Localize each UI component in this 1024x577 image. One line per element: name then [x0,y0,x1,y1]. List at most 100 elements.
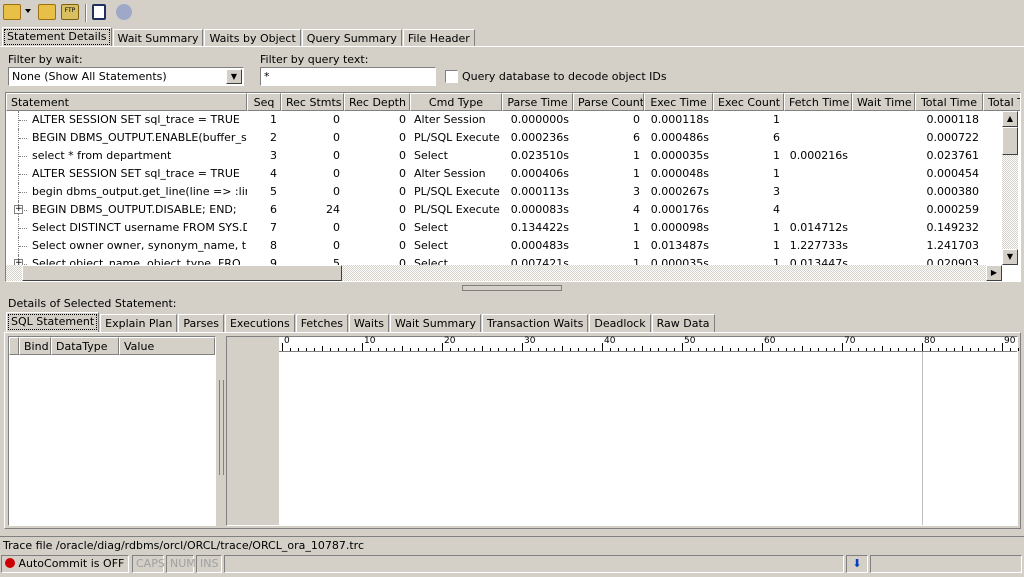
detail-tab-executions[interactable]: Executions [224,314,295,332]
notepad-icon[interactable] [92,4,106,20]
ruler-label: 90 [1004,336,1016,346]
ruler-tick [562,346,563,351]
open-folder-icon[interactable] [3,4,21,20]
cell [784,183,852,201]
bind-column-header[interactable]: DataType [51,337,119,355]
cell: Select [414,239,448,252]
scroll-down-icon[interactable]: ▼ [1002,249,1018,265]
cell: 0.000035s [650,149,709,162]
tab-file-header[interactable]: File Header [402,29,475,47]
ftp-icon[interactable]: FTP [61,4,79,20]
decode-checkbox[interactable] [445,70,458,83]
scroll-up-icon[interactable]: ▲ [1002,111,1018,127]
table-row[interactable]: Select owner owner, synonym_name, t... 8 0… [6,237,1002,255]
detail-tab-explain-plan[interactable]: Explain Plan [100,314,178,332]
ruler-tick [498,348,499,351]
gears-icon[interactable] [116,4,132,20]
filter-wait-select[interactable]: None (Show All Statements) ▼ [8,67,244,86]
cell: 0 [399,131,406,144]
bind-column-header[interactable]: Bind [19,337,51,355]
ruler-tick [1002,343,1003,351]
column-header[interactable]: Total T [983,93,1020,111]
cell: 2 [270,131,277,144]
detail-tab-parses[interactable]: Parses [178,314,224,332]
column-header[interactable]: Wait Time [852,93,915,111]
ruler-tick [626,348,627,351]
status-message [224,555,844,573]
bind-row-header [9,337,19,355]
cell: ALTER SESSION SET sql_trace = TRUE [32,167,240,180]
cell: 1 [633,221,640,234]
ruler-tick [930,348,931,351]
panel-splitter[interactable] [219,380,224,475]
ruler-tick [346,348,347,351]
table-row[interactable]: ALTER SESSION SET sql_trace = TRUE 4 0 0 Alt… [6,165,1002,183]
bind-column-header[interactable]: Value [119,337,215,355]
ruler-tick [458,348,459,351]
ruler-tick [362,343,363,351]
column-header[interactable]: Statement [6,93,247,111]
column-header[interactable]: Parse Time [502,93,573,111]
tab-waits-by-object[interactable]: Waits by Object [204,29,301,47]
scroll-thumb[interactable] [22,265,342,281]
ruler-label: 70 [844,336,856,346]
ruler-tick [866,348,867,351]
ruler-tick [418,348,419,351]
tab-statement-details[interactable]: Statement Details [2,27,112,47]
splitter-handle[interactable] [462,285,562,291]
detail-tab-deadlock[interactable]: Deadlock [589,314,651,332]
column-header[interactable]: Rec Depth [344,93,410,111]
column-header[interactable]: Parse Count [573,93,644,111]
scroll-right-icon[interactable]: ▶ [986,265,1002,281]
scroll-thumb[interactable] [1002,127,1018,155]
cell [784,129,852,147]
sql-editor[interactable]: 0 10 20 30 40 50 60 70 80 90 [226,336,1019,526]
tab-query-summary[interactable]: Query Summary [301,29,402,47]
detail-tab-raw-data[interactable]: Raw Data [651,314,715,332]
expand-icon[interactable]: + [14,204,23,214]
ruler-tick [914,348,915,351]
cell: 1 [633,257,640,270]
details-label: Details of Selected Statement: [8,297,177,310]
column-header[interactable]: Rec Stmts [281,93,344,111]
table-row[interactable]: begin dbms_output.get_line(line => :line… [6,183,1002,201]
tab-wait-summary[interactable]: Wait Summary [112,29,204,47]
filter-query-input[interactable]: * [260,67,436,86]
table-row[interactable]: Select DISTINCT username FROM SYS.D... 7 0… [6,219,1002,237]
cell: 0.000048s [650,167,709,180]
column-header[interactable]: Cmd Type [410,93,502,111]
table-row[interactable]: select * from department 3 0 0 Select 0.02351… [6,147,1002,165]
tree-line [18,237,19,255]
table-row[interactable]: ALTER SESSION SET sql_trace = TRUE 1 0 0 Alt… [6,111,1002,129]
chevron-down-icon[interactable]: ▼ [226,69,242,84]
cell: 1 [633,149,640,162]
cell: Select owner owner, synonym_name, t... [32,239,247,252]
column-header[interactable]: Fetch Time [784,93,852,111]
autocommit-status[interactable]: AutoCommit is OFF [1,555,129,573]
table-row[interactable]: BEGIN DBMS_OUTPUT.ENABLE(buffer_si... 2 0 0… [6,129,1002,147]
detail-tab-fetches[interactable]: Fetches [295,314,349,332]
cell: 0 [399,185,406,198]
ruler-tick [386,348,387,351]
detail-tab-transaction-waits[interactable]: Transaction Waits [481,314,589,332]
column-header[interactable]: Total Time [915,93,983,111]
cell: 0 [399,257,406,270]
column-header[interactable]: Seq [247,93,281,111]
dropdown-arrow-icon[interactable] [25,9,31,16]
table-row[interactable]: + BEGIN DBMS_OUTPUT.DISABLE; END; 6 24 0 PL/S… [6,201,1002,219]
download-icon[interactable]: ⬇ [846,555,868,573]
detail-tab-waits[interactable]: Waits [349,314,390,332]
cell: 0 [333,131,340,144]
cell [784,111,852,129]
column-header[interactable]: Exec Count [713,93,784,111]
column-header[interactable]: Exec Time [644,93,713,111]
cell: 1 [773,149,780,162]
ruler-tick [882,346,883,351]
detail-tab-sql-statement[interactable]: SQL Statement [6,312,100,332]
ruler-tick [578,348,579,351]
decode-label: Query database to decode object IDs [462,70,667,83]
ruler-label: 0 [284,336,290,346]
tree-line [19,120,27,121]
detail-tab-wait-summary[interactable]: Wait Summary [390,314,481,332]
reload-icon[interactable] [38,4,56,20]
